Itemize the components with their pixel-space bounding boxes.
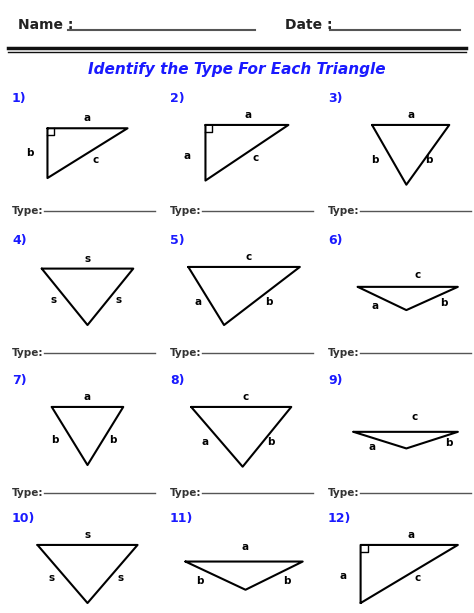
Text: a: a <box>195 297 202 306</box>
Text: s: s <box>50 295 56 305</box>
Text: 10): 10) <box>12 512 36 525</box>
Text: 12): 12) <box>328 512 351 525</box>
Text: Type:: Type: <box>12 488 44 498</box>
Text: c: c <box>252 153 259 163</box>
Text: Date :: Date : <box>285 18 332 32</box>
Text: Type:: Type: <box>328 206 359 216</box>
Text: s: s <box>116 295 122 305</box>
Text: a: a <box>340 571 347 581</box>
Text: 7): 7) <box>12 374 27 387</box>
Text: b: b <box>267 437 275 447</box>
Text: a: a <box>371 301 378 311</box>
Text: a: a <box>242 542 249 552</box>
Text: Identify the Type For Each Triangle: Identify the Type For Each Triangle <box>88 62 386 77</box>
Text: b: b <box>264 297 272 306</box>
Text: b: b <box>27 148 34 158</box>
Text: c: c <box>415 270 421 280</box>
Text: a: a <box>368 442 375 452</box>
Text: a: a <box>407 530 414 540</box>
Text: a: a <box>183 151 191 161</box>
Text: Type:: Type: <box>328 348 359 358</box>
Text: 8): 8) <box>170 374 184 387</box>
Text: b: b <box>283 576 291 587</box>
Text: b: b <box>51 435 58 445</box>
Text: Type:: Type: <box>12 206 44 216</box>
Text: 6): 6) <box>328 234 343 247</box>
Text: 11): 11) <box>170 512 193 525</box>
Text: c: c <box>412 412 418 422</box>
Text: s: s <box>84 254 91 264</box>
Text: s: s <box>118 573 123 583</box>
Text: Type:: Type: <box>170 488 201 498</box>
Text: 5): 5) <box>170 234 185 247</box>
Text: 4): 4) <box>12 234 27 247</box>
Text: c: c <box>242 392 249 402</box>
Text: a: a <box>245 110 252 120</box>
Text: Type:: Type: <box>170 348 201 358</box>
Text: 1): 1) <box>12 92 27 105</box>
Text: a: a <box>84 113 91 123</box>
Text: 2): 2) <box>170 92 185 105</box>
Text: a: a <box>407 110 414 120</box>
Text: b: b <box>371 155 379 165</box>
Text: Type:: Type: <box>328 488 359 498</box>
Text: a: a <box>202 437 209 447</box>
Text: s: s <box>49 573 55 583</box>
Text: b: b <box>109 435 117 445</box>
Text: Type:: Type: <box>170 206 201 216</box>
Text: 3): 3) <box>328 92 343 105</box>
Text: b: b <box>440 299 447 308</box>
Text: b: b <box>426 155 433 165</box>
Text: Name :: Name : <box>18 18 73 32</box>
Text: b: b <box>446 438 453 449</box>
Text: s: s <box>84 530 91 540</box>
Text: c: c <box>245 252 252 262</box>
Text: b: b <box>196 576 203 587</box>
Text: 9): 9) <box>328 374 343 387</box>
Text: c: c <box>93 155 99 165</box>
Text: c: c <box>415 573 421 583</box>
Text: a: a <box>84 392 91 402</box>
Text: Type:: Type: <box>12 348 44 358</box>
